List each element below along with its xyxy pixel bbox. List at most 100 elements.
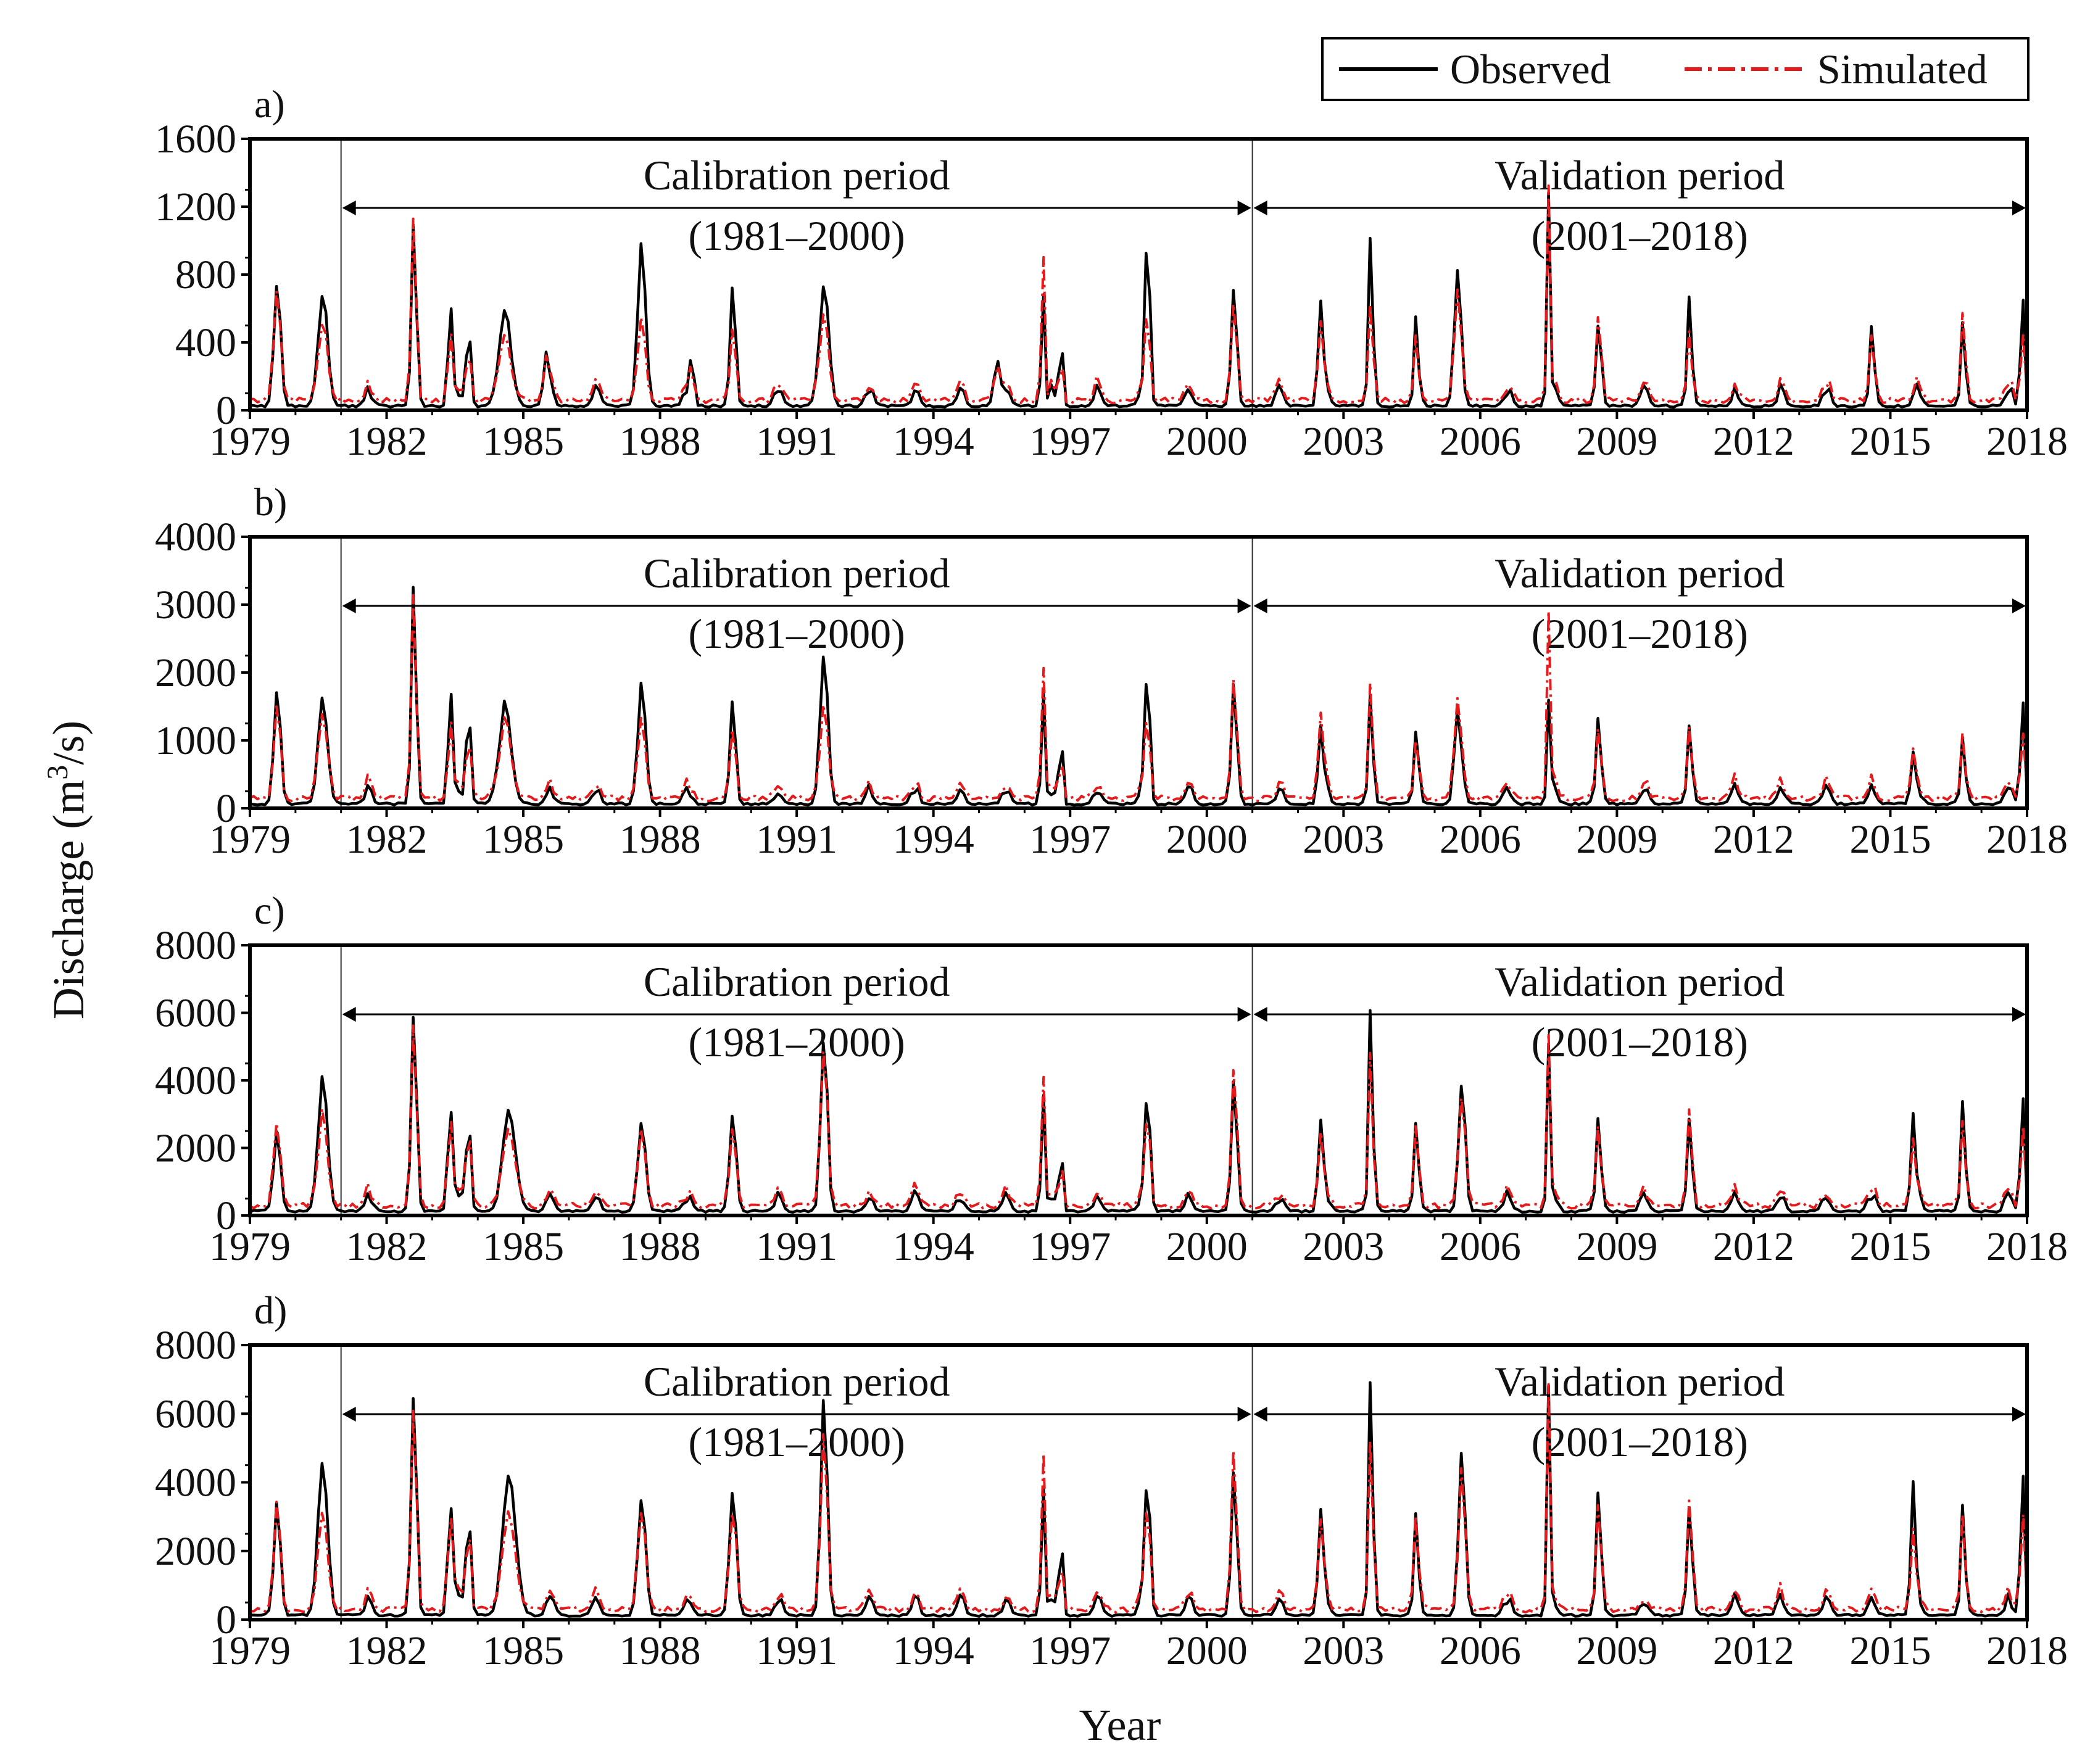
panel-b-xtick-label: 2000 <box>1166 817 1248 862</box>
panel-b: b) 0 1000 2000 3000 4000 1979 1982 1985 1988 1991 1… <box>155 480 2068 862</box>
panel-d-simulated-line <box>250 1383 2027 1614</box>
panel-c-frame <box>248 943 2029 1217</box>
panel-b-xtick-label: 1982 <box>346 817 428 862</box>
panel-b-calibration-range: (1981–2000) <box>689 610 905 657</box>
panel-c-ytick-label: 4000 <box>155 1058 236 1103</box>
panel-a-ytick-label: 800 <box>175 252 236 297</box>
panel-d-xtick-label: 2000 <box>1166 1628 1248 1673</box>
panel-a-xtick-label: 1988 <box>620 419 701 464</box>
panel-c-xtick-label: 2003 <box>1303 1224 1384 1269</box>
panel-d-xtick-label: 1985 <box>483 1628 564 1673</box>
panel-b-xtick-label: 2012 <box>1713 817 1794 862</box>
panel-c-simulated-line <box>250 1024 2027 1210</box>
panel-c-calibration-range: (1981–2000) <box>689 1019 905 1066</box>
panel-b-xtick-label: 1985 <box>483 817 564 862</box>
panel-b-calibration-label: Calibration period <box>644 550 950 597</box>
panel-c-observed-line <box>250 1009 2027 1214</box>
panel-a-xtick-label: 1985 <box>483 419 564 464</box>
panel-a: a) 0 400 800 1200 1600 1979 1982 1985 1988 1991 199… <box>155 82 2068 464</box>
panel-c-xtick-label: 1979 <box>209 1224 291 1269</box>
panel-b-ytick-label: 3000 <box>155 582 236 627</box>
panel-b-xtick-label: 1988 <box>620 817 701 862</box>
panel-a-observed-line <box>250 191 2027 408</box>
panel-c-xtick-label: 2015 <box>1849 1224 1931 1269</box>
panel-c-xtick-label: 1994 <box>893 1224 974 1269</box>
panel-b-simulated-line <box>250 594 2027 803</box>
legend-simulated-label: Simulated <box>1817 46 1988 93</box>
panel-c-ytick-label: 8000 <box>155 923 236 968</box>
x-axis-title: Year <box>1079 1700 1161 1750</box>
panel-c-xtick-label: 1988 <box>620 1224 701 1269</box>
panel-b-xtick-label: 2003 <box>1303 817 1384 862</box>
panel-c-ytick-label: 0 <box>216 1193 236 1238</box>
panel-b-calibration-arrowhead-left <box>342 598 356 613</box>
panel-b-validation-arrowhead-right <box>2012 598 2026 613</box>
panel-b-series <box>250 586 2027 806</box>
y-axis-title-sup: 3 <box>41 765 74 780</box>
panel-c-xtick-label: 2018 <box>1986 1224 2068 1269</box>
panel-c-xtick-label: 1985 <box>483 1224 564 1269</box>
panel-a-xtick-label: 1991 <box>756 419 837 464</box>
panel-c-calibration-arrowhead-right <box>1237 1007 1251 1022</box>
panel-c-calibration-label: Calibration period <box>644 958 950 1005</box>
panel-b-xtick-label: 2006 <box>1440 817 1521 862</box>
panel-b-ytick-label: 2000 <box>155 650 236 695</box>
panel-a-xtick-label: 2015 <box>1849 419 1931 464</box>
panel-d-series <box>250 1381 2027 1618</box>
panel-c-calibration-arrowhead-left <box>342 1007 356 1022</box>
panel-c-xtick-label: 2009 <box>1576 1224 1657 1269</box>
panel-c-validation-arrowhead-left <box>1253 1007 1267 1022</box>
panel-d-validation-label: Validation period <box>1495 1358 1785 1405</box>
panel-b-observed-line <box>250 586 2027 806</box>
panel-c-ytick-label: 6000 <box>155 991 236 1036</box>
panel-d-calibration-arrowhead-right <box>1237 1407 1251 1422</box>
panel-a-simulated-line <box>250 184 2027 405</box>
panel-d-xtick-label: 2018 <box>1986 1628 2068 1673</box>
panel-d-ytick-label: 0 <box>216 1597 236 1642</box>
panel-d-validation-arrowhead-left <box>1253 1407 1267 1422</box>
panel-d-validation-arrowhead-right <box>2012 1407 2026 1422</box>
panel-d-calibration-arrowhead-left <box>342 1407 356 1422</box>
panel-b-label: b) <box>254 480 287 524</box>
panel-d-xtick-label: 2015 <box>1849 1628 1931 1673</box>
panel-b-validation-arrowhead-left <box>1253 598 1267 613</box>
panel-d: d) 0 2000 4000 6000 8000 1979 1982 1985 1988 1991 1… <box>155 1288 2068 1673</box>
legend-observed-label: Observed <box>1450 46 1611 93</box>
panel-a-calibration-label: Calibration period <box>644 152 950 199</box>
panel-c-xtick-label: 2012 <box>1713 1224 1794 1269</box>
panel-c-validation-arrowhead-right <box>2012 1007 2026 1022</box>
panel-c-xtick-label: 1982 <box>346 1224 428 1269</box>
y-axis-title: Discharge (m3/s) <box>41 721 94 1020</box>
panel-a-xtick-label: 2003 <box>1303 419 1384 464</box>
panel-a-ytick-label: 0 <box>216 388 236 433</box>
panel-a-ytick-label: 400 <box>175 320 236 365</box>
panel-d-calibration-range: (1981–2000) <box>689 1418 905 1465</box>
panel-a-xtick-label: 2000 <box>1166 419 1248 464</box>
panel-c-xtick-label: 1997 <box>1029 1224 1111 1269</box>
panel-b-calibration-arrowhead-right <box>1237 598 1251 613</box>
panel-a-xtick-label: 1994 <box>893 419 974 464</box>
panel-b-ytick-label: 1000 <box>155 718 236 763</box>
panel-a-calibration-arrowhead-right <box>1237 201 1251 215</box>
panel-b-validation-label: Validation period <box>1495 550 1785 597</box>
panel-d-calibration-label: Calibration period <box>644 1358 950 1405</box>
panel-a-xtick-label: 2012 <box>1713 419 1794 464</box>
panel-b-validation-range: (2001–2018) <box>1532 610 1748 657</box>
panel-c-xtick-label: 2000 <box>1166 1224 1248 1269</box>
panel-a-calibration-arrowhead-left <box>342 201 356 215</box>
panel-a-xtick-label: 2009 <box>1576 419 1657 464</box>
panel-d-ytick-label: 8000 <box>155 1323 236 1368</box>
panel-a-calibration-range: (1981–2000) <box>689 212 905 259</box>
panel-d-xtick-label: 1988 <box>620 1628 701 1673</box>
panel-d-xtick-label: 2009 <box>1576 1628 1657 1673</box>
panel-d-ytick-label: 2000 <box>155 1529 236 1574</box>
panel-b-xtick-label: 1979 <box>209 817 291 862</box>
panel-a-xtick-label: 1979 <box>209 419 291 464</box>
panel-d-xtick-label: 2012 <box>1713 1628 1794 1673</box>
panel-a-validation-label: Validation period <box>1495 152 1785 199</box>
panel-a-series <box>250 184 2027 408</box>
panel-b-ytick-label: 4000 <box>155 515 236 560</box>
panel-a-ytick-label: 1600 <box>155 117 236 162</box>
panel-d-xtick-label: 1982 <box>346 1628 428 1673</box>
